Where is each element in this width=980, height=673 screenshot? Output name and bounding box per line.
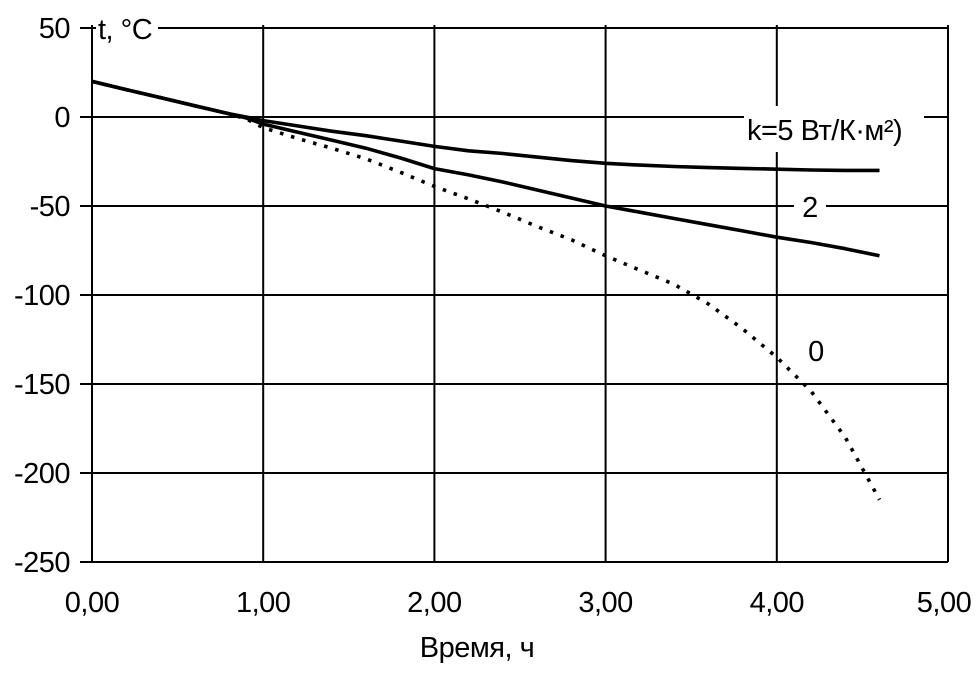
y-tick-label: -150 bbox=[14, 369, 70, 401]
series-label-mask bbox=[744, 106, 924, 152]
x-tick-label: 4,00 bbox=[750, 587, 804, 619]
x-tick-label: 2,00 bbox=[407, 587, 461, 619]
x-tick-label: 0,00 bbox=[65, 587, 119, 619]
y-tick-label: -250 bbox=[14, 547, 70, 579]
x-tick-label: 1,00 bbox=[236, 587, 290, 619]
y-tick-label: 50 bbox=[39, 13, 70, 45]
series-label-mask bbox=[800, 336, 832, 367]
series-label-k0: 0 bbox=[808, 336, 824, 368]
y-axis-title-mask bbox=[96, 12, 158, 42]
series-label-k2: 2 bbox=[802, 192, 818, 224]
series-label-mask bbox=[794, 191, 826, 222]
y-tick-label: -100 bbox=[14, 280, 70, 312]
series-label-k5: k=5 Вт/К·м²) bbox=[747, 115, 902, 147]
y-tick-label: -50 bbox=[30, 191, 70, 223]
x-tick-label: 3,00 bbox=[578, 587, 632, 619]
series-line-k0 bbox=[91, 79, 882, 501]
y-tick-label: 0 bbox=[54, 102, 70, 134]
y-axis-title: t, °C bbox=[98, 14, 152, 46]
x-tick-label: 5,00 bbox=[917, 587, 971, 619]
y-tick-label: -200 bbox=[14, 458, 70, 490]
x-axis-title: Время, ч bbox=[420, 632, 534, 664]
